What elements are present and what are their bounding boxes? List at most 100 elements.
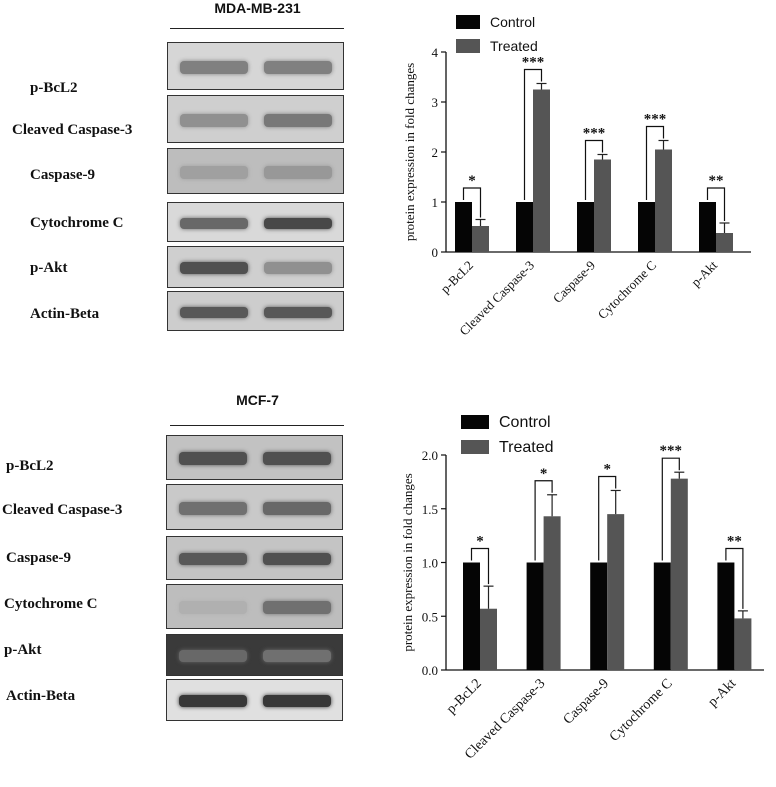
legend-label: Control — [490, 14, 535, 30]
control-band — [179, 695, 247, 707]
treated-bar — [594, 159, 611, 252]
control-bar — [590, 562, 608, 670]
control-band — [180, 166, 248, 179]
control-bar — [516, 202, 533, 252]
category-label: Cytochrome C — [607, 676, 676, 745]
treated-band — [264, 114, 332, 127]
blot-strip — [167, 95, 344, 143]
blot-label: Actin-Beta — [30, 306, 100, 322]
blot-title-underline — [170, 28, 344, 29]
significance-label: * — [540, 466, 548, 482]
category-label: Cytochrome C — [595, 258, 659, 322]
control-bar — [717, 562, 735, 670]
y-tick-label: 1.0 — [422, 556, 438, 571]
control-band — [179, 452, 247, 465]
blot-strip — [167, 148, 344, 194]
blot-label: Cytochrome C — [4, 596, 98, 612]
y-tick-label: 2 — [432, 145, 439, 160]
significance-bracket — [470, 547, 490, 585]
control-bar — [653, 562, 671, 670]
control-band — [179, 502, 247, 515]
treated-band — [264, 61, 332, 74]
category-label: Caspase-9 — [561, 676, 612, 727]
treated-bar — [472, 226, 489, 252]
treated-band — [263, 502, 331, 515]
bar-chart-mda: 0 1 2 3 4 protein expression in fold changes *… — [402, 14, 751, 338]
treated-band — [264, 218, 332, 229]
treated-bar — [716, 233, 733, 252]
category-label: Caspase-9 — [550, 258, 598, 306]
control-band — [179, 553, 247, 565]
control-band — [180, 262, 248, 274]
significance-bracket — [706, 187, 726, 221]
blot-strip — [167, 42, 344, 90]
blot-strip — [166, 536, 343, 580]
y-tick-label: 3 — [432, 95, 439, 110]
legend-swatch — [461, 440, 489, 454]
blot-label: Caspase-9 — [30, 167, 96, 183]
category-label: p-Akt — [706, 676, 740, 710]
control-band — [180, 218, 248, 229]
blot-label: p-Akt — [4, 642, 42, 658]
significance-bracket — [462, 187, 482, 218]
control-bar — [699, 202, 716, 252]
y-tick-label: 2.0 — [422, 448, 438, 463]
y-tick-label: 0 — [432, 245, 439, 260]
treated-band — [263, 553, 331, 565]
control-bar — [463, 562, 480, 670]
significance-label: ** — [709, 173, 724, 189]
treated-bar — [670, 478, 688, 670]
treated-band — [263, 650, 331, 662]
blot-strip — [166, 634, 343, 676]
y-tick-label: 1 — [432, 195, 439, 210]
legend-swatch — [456, 15, 480, 29]
treated-bar — [734, 618, 752, 670]
category-label: p-Akt — [688, 257, 720, 289]
significance-label: *** — [583, 126, 606, 142]
blot-title: MDA-MB-231 — [214, 0, 301, 16]
y-axis-label: protein expression in fold changes — [400, 473, 415, 651]
legend-swatch — [456, 39, 480, 53]
significance-bracket — [584, 139, 604, 200]
category-label: p-BcL2 — [444, 676, 485, 717]
significance-label: * — [603, 461, 611, 477]
control-band — [179, 650, 247, 662]
control-bar — [526, 562, 544, 670]
control-bar — [577, 202, 594, 252]
blot-strip — [167, 291, 344, 331]
y-tick-label: 0.0 — [422, 663, 438, 678]
blot-label: Actin-Beta — [6, 688, 76, 704]
significance-label: ** — [727, 534, 742, 550]
significance-label: *** — [660, 443, 683, 459]
treated-bar — [480, 608, 497, 670]
significance-bracket — [598, 475, 617, 561]
control-bar — [455, 202, 472, 252]
blot-label: p-BcL2 — [30, 80, 78, 96]
treated-band — [264, 262, 332, 274]
y-tick-label: 0.5 — [422, 609, 438, 624]
blot-strip — [166, 484, 343, 530]
blot-title-underline — [170, 425, 344, 426]
significance-label: *** — [522, 55, 545, 71]
blot-label: p-BcL2 — [6, 458, 54, 474]
control-band — [180, 114, 248, 127]
legend-swatch — [461, 415, 489, 429]
treated-band — [264, 166, 332, 179]
blot-title: MCF-7 — [236, 392, 279, 408]
treated-band — [264, 307, 332, 318]
category-label: p-BcL2 — [437, 258, 476, 297]
blot-label: Cleaved Caspase-3 — [12, 122, 133, 138]
blot-label: Cleaved Caspase-3 — [2, 502, 123, 518]
treated-band — [263, 695, 331, 707]
blot-strip — [166, 584, 343, 629]
significance-bracket — [534, 480, 553, 561]
bar-chart-mcf7: 0.0 0.5 1.0 1.5 2.0 protein expression in fol… — [400, 414, 764, 762]
treated-bar — [655, 149, 672, 252]
significance-bracket — [725, 547, 744, 609]
blot-strip — [167, 246, 344, 288]
significance-bracket — [645, 125, 665, 200]
y-tick-label: 1.5 — [422, 502, 438, 517]
treated-band — [263, 452, 331, 465]
blot-strip — [167, 202, 344, 242]
legend-label: Treated — [499, 439, 554, 456]
